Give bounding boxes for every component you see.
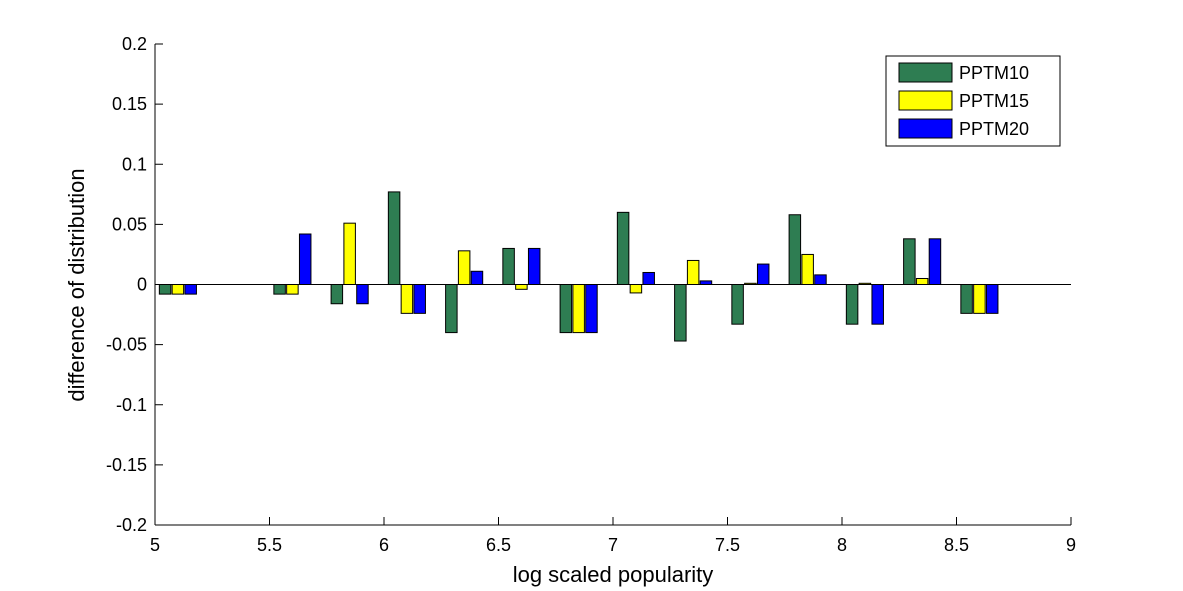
legend-swatch-pptm20	[898, 118, 953, 139]
y-tick-label: -0.15	[106, 455, 147, 475]
y-tick-label: -0.1	[116, 395, 147, 415]
legend-label-pptm15: PPTM15	[959, 91, 1029, 111]
bar-pptm20-8	[699, 280, 713, 286]
bar-pptm15-3	[400, 284, 414, 314]
bar-pptm10-2	[330, 284, 344, 305]
legend-swatch-pptm15	[898, 90, 953, 111]
bar-pptm10-7	[616, 211, 630, 286]
bar-pptm10-6	[559, 284, 573, 334]
bars-group	[158, 191, 999, 342]
bar-pptm10-9	[731, 284, 744, 325]
x-tick-label: 5.5	[257, 535, 282, 555]
bar-pptm20-5	[527, 247, 541, 285]
x-tick-label: 6	[379, 535, 389, 555]
bar-pptm10-10	[788, 214, 802, 285]
bar-pptm15-2	[343, 222, 356, 285]
y-tick-label: 0.1	[122, 154, 147, 174]
bar-pptm10-0	[158, 284, 172, 295]
axes-group: 5 5.5 6 6.5 7 7.5 8 8.5 9 -0.2 -0.15 -0.1 -0.05 0 0.05…	[106, 34, 1076, 555]
y-tick-label: 0.15	[112, 94, 147, 114]
bar-pptm20-13	[985, 284, 999, 314]
bar-pptm20-11	[871, 284, 884, 325]
bar-pptm20-2	[356, 284, 369, 305]
bar-pptm15-1	[286, 284, 299, 295]
y-axis-title: difference of distribution	[64, 168, 89, 401]
bar-pptm15-10	[801, 253, 814, 286]
legend-label-pptm20: PPTM20	[959, 119, 1029, 139]
y-tick-label: 0.05	[112, 214, 147, 234]
bar-pptm10-1	[273, 284, 286, 295]
bar-pptm15-6	[572, 284, 585, 334]
bar-pptm10-4	[445, 284, 458, 334]
bar-pptm20-6	[585, 284, 598, 334]
bar-pptm15-7	[629, 284, 643, 294]
bar-pptm20-12	[928, 238, 942, 285]
y-tick-label: 0.2	[122, 34, 147, 54]
legend-label-pptm10: PPTM10	[959, 63, 1029, 83]
bar-pptm20-3	[413, 284, 426, 314]
bar-pptm10-12	[903, 238, 916, 285]
x-tick-label: 8	[837, 535, 847, 555]
bar-pptm10-11	[845, 284, 859, 325]
bar-pptm10-13	[960, 284, 973, 314]
x-tick-label: 5	[150, 535, 160, 555]
bar-pptm10-5	[502, 247, 515, 285]
bar-pptm15-8	[686, 259, 700, 286]
x-tick-label: 9	[1066, 535, 1076, 555]
y-tick-label: -0.05	[106, 335, 147, 355]
y-tick-label: 0	[137, 275, 147, 295]
legend-swatch-pptm10	[898, 62, 953, 83]
x-tick-label: 6.5	[486, 535, 511, 555]
bar-pptm15-0	[171, 284, 185, 295]
x-tick-label: 7	[608, 535, 618, 555]
bar-pptm20-1	[298, 233, 312, 285]
y-tick-label: -0.2	[116, 515, 147, 535]
bar-pptm20-9	[756, 263, 770, 285]
bar-pptm10-3	[387, 191, 401, 285]
x-axis-title: log scaled popularity	[513, 562, 714, 587]
bar-pptm20-7	[642, 271, 655, 286]
bar-pptm20-10	[814, 274, 827, 286]
bar-pptm20-0	[184, 284, 197, 295]
x-tick-label: 7.5	[715, 535, 740, 555]
bar-pptm20-4	[470, 270, 484, 285]
bar-pptm10-8	[674, 284, 687, 342]
bar-pptm15-13	[973, 284, 986, 314]
x-tick-label: 8.5	[944, 535, 969, 555]
legend: PPTM10 PPTM15 PPTM20	[885, 55, 1061, 147]
bar-pptm15-4	[457, 250, 471, 285]
bar-pptm15-5	[515, 284, 528, 290]
bar-pptm15-12	[915, 277, 929, 285]
